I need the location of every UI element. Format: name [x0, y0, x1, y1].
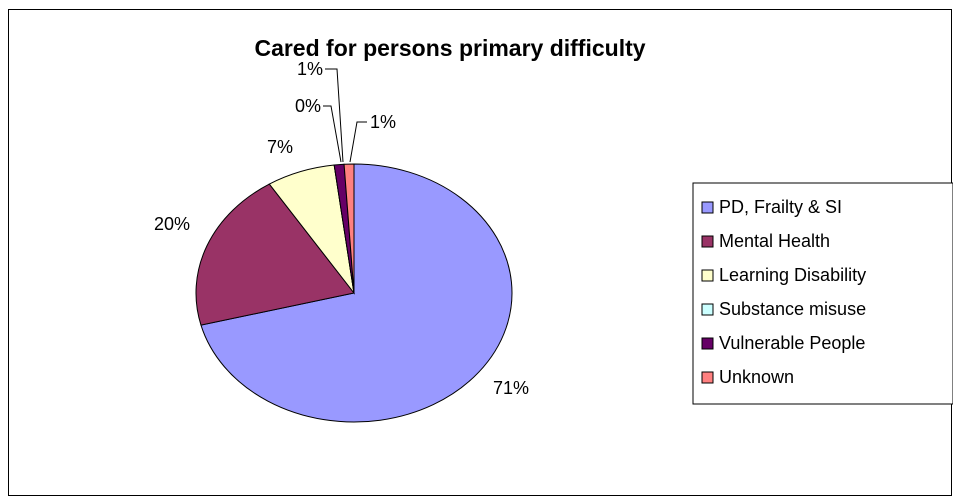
data-label-pd-frailty-si: 71%: [493, 378, 529, 398]
pie-slice-mental-health: [195, 183, 355, 326]
chart-frame: Cared for persons primary difficulty 71%…: [8, 9, 953, 496]
data-label-learning-disability: 7%: [267, 137, 293, 157]
legend-box: [692, 182, 953, 405]
legend-swatch-learning-disability: [701, 269, 714, 282]
legend-swatch-vulnerable-people: [701, 337, 714, 350]
legend-swatch-unknown: [701, 371, 714, 384]
legend-swatch-mental-health: [701, 235, 714, 248]
legend-swatch-substance-misuse: [701, 303, 714, 316]
pie-chart: Cared for persons primary difficulty 71%…: [154, 35, 953, 423]
chart-legend: PD, Frailty & SI Mental Health Learning Di…: [692, 182, 953, 405]
legend-label-pd-frailty-si: PD, Frailty & SI: [719, 197, 842, 217]
legend-label-mental-health: Mental Health: [719, 231, 830, 251]
data-label-substance-misuse: 0%: [295, 96, 321, 116]
pie-slice-unknown: [343, 163, 355, 294]
legend-label-substance-misuse: Substance misuse: [719, 299, 866, 319]
pie-slice-pd-frailty-si: [200, 163, 513, 423]
legend-label-vulnerable-people: Vulnerable People: [719, 333, 865, 353]
leader-line-vulnerable-people: [325, 68, 344, 163]
data-label-vulnerable-people: 1%: [297, 59, 323, 79]
legend-label-learning-disability: Learning Disability: [719, 265, 866, 285]
data-label-unknown: 1%: [370, 112, 396, 132]
legend-label-unknown: Unknown: [719, 367, 794, 387]
leader-line-unknown: [349, 121, 367, 163]
legend-swatch-pd-frailty-si: [701, 201, 714, 214]
chart-title: Cared for persons primary difficulty: [254, 35, 645, 61]
leader-line-substance-misuse: [323, 105, 342, 163]
data-label-mental-health: 20%: [154, 214, 190, 234]
